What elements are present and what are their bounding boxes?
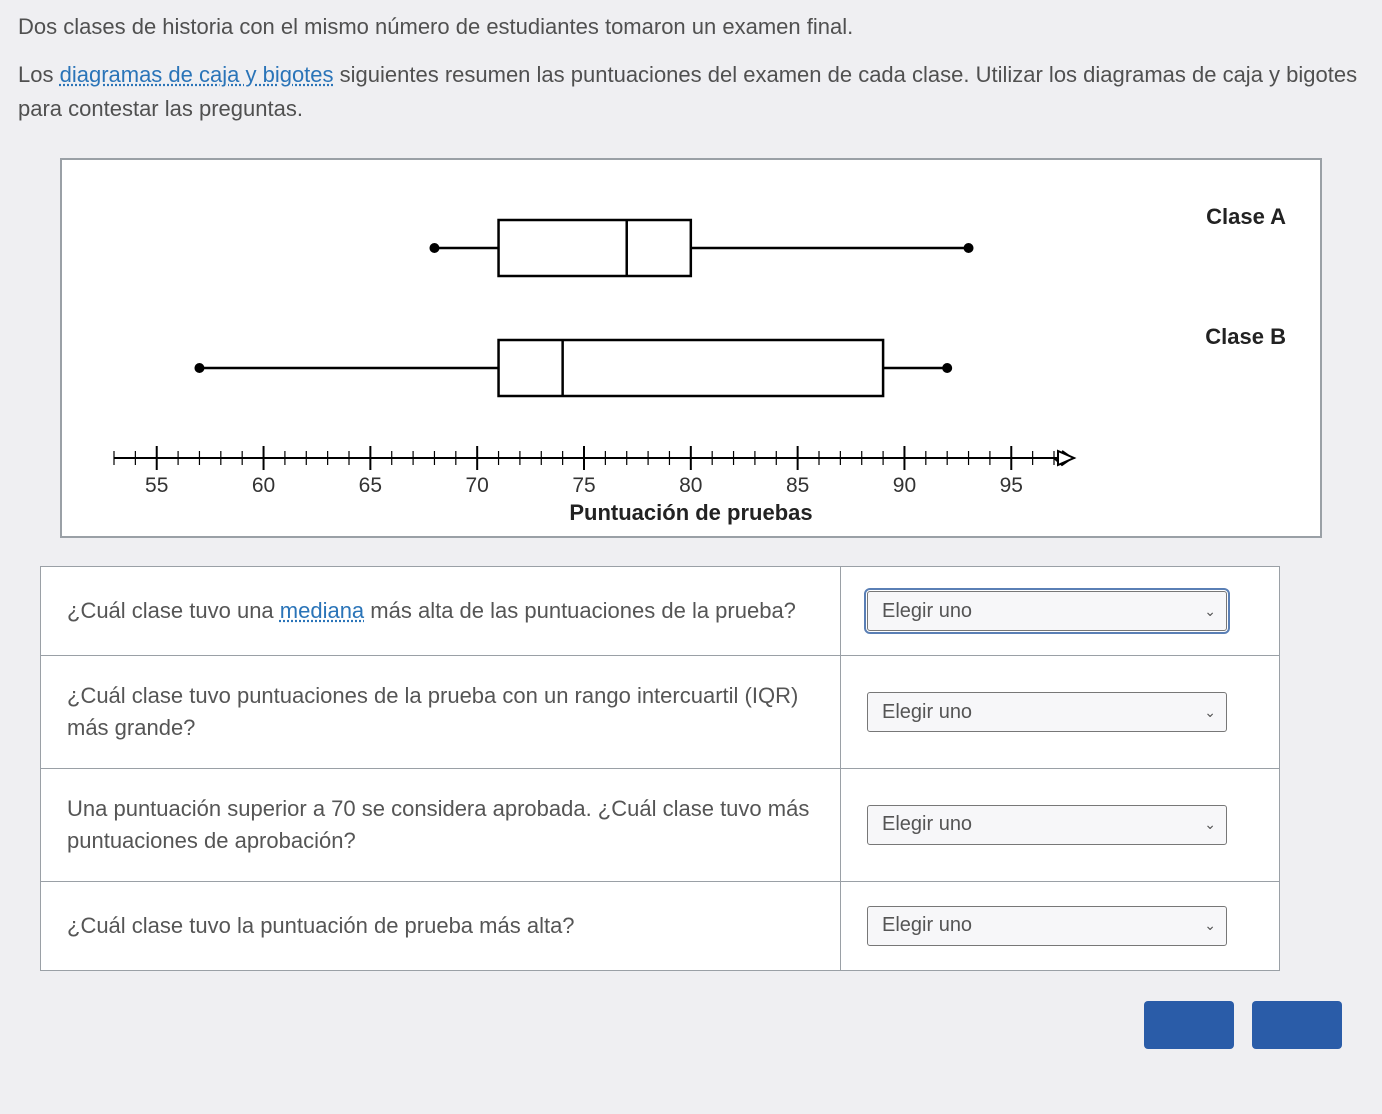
axis-tick-label: 75: [572, 474, 595, 498]
axis-tick-label: 80: [679, 474, 702, 498]
chevron-down-icon: ⌄: [1204, 816, 1216, 833]
intro-line2: Los diagramas de caja y bigotes siguient…: [18, 58, 1364, 126]
x-axis-label: Puntuación de pruebas: [84, 500, 1298, 526]
answer-select[interactable]: Elegir uno ⌄: [867, 805, 1227, 845]
axis-tick-label: 95: [1000, 474, 1023, 498]
select-placeholder: Elegir uno: [882, 914, 972, 937]
question-answer-cell: Elegir uno ⌄: [841, 656, 1280, 769]
chevron-down-icon: ⌄: [1204, 603, 1216, 620]
footer-button-1[interactable]: [1144, 1001, 1234, 1049]
boxplot-chart: 556065707580859095Puntuación de pruebasC…: [60, 158, 1322, 538]
boxplot-series: [84, 210, 1298, 286]
question-text: ¿Cuál clase tuvo la puntuación de prueba…: [41, 881, 841, 970]
questions-table: ¿Cuál clase tuvo una mediana más alta de…: [40, 566, 1280, 971]
answer-select[interactable]: Elegir uno ⌄: [867, 692, 1227, 732]
question-answer-cell: Elegir uno ⌄: [841, 567, 1280, 656]
boxplot-help-link[interactable]: diagramas de caja y bigotes: [60, 62, 334, 87]
axis-tick-label: 70: [465, 474, 488, 498]
select-placeholder: Elegir uno: [882, 813, 972, 836]
question-row: ¿Cuál clase tuvo puntuaciones de la prue…: [41, 656, 1280, 769]
select-placeholder: Elegir uno: [882, 600, 972, 623]
chevron-down-icon: ⌄: [1204, 704, 1216, 721]
question-text: ¿Cuál clase tuvo puntuaciones de la prue…: [41, 656, 841, 769]
axis-tick-label: 90: [893, 474, 916, 498]
footer-button-2[interactable]: [1252, 1001, 1342, 1049]
answer-select[interactable]: Elegir uno ⌄: [867, 591, 1227, 631]
chevron-down-icon: ⌄: [1204, 917, 1216, 934]
axis-tick-label: 85: [786, 474, 809, 498]
select-placeholder: Elegir uno: [882, 701, 972, 724]
question-answer-cell: Elegir uno ⌄: [841, 769, 1280, 882]
term-help-link[interactable]: mediana: [280, 598, 364, 623]
axis-tick-label: 65: [359, 474, 382, 498]
intro-text: Dos clases de historia con el mismo núme…: [0, 0, 1382, 140]
axis-tick-label: 55: [145, 474, 168, 498]
question-row: Una puntuación superior a 70 se consider…: [41, 769, 1280, 882]
question-text: ¿Cuál clase tuvo una mediana más alta de…: [41, 567, 841, 656]
question-row: ¿Cuál clase tuvo la puntuación de prueba…: [41, 881, 1280, 970]
axis-tick-label: 60: [252, 474, 275, 498]
intro-line1: Dos clases de historia con el mismo núme…: [18, 10, 1364, 44]
question-row: ¿Cuál clase tuvo una mediana más alta de…: [41, 567, 1280, 656]
answer-select[interactable]: Elegir uno ⌄: [867, 906, 1227, 946]
footer-buttons: [0, 1001, 1382, 1069]
boxplot-series: [84, 330, 1298, 406]
question-text: Una puntuación superior a 70 se consider…: [41, 769, 841, 882]
question-answer-cell: Elegir uno ⌄: [841, 881, 1280, 970]
